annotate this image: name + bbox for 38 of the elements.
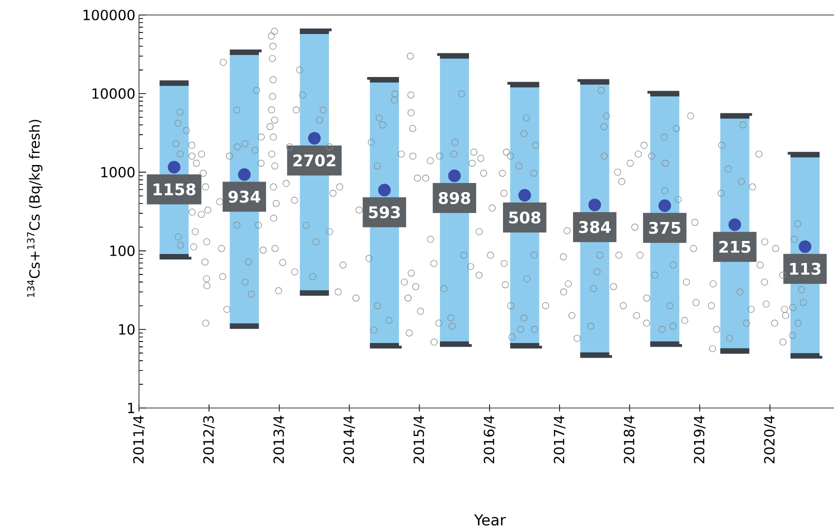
point <box>798 240 812 253</box>
x-tick-label: 2019/4 <box>694 416 706 464</box>
data-label: 215 <box>719 240 750 253</box>
y-tick-label: 10000 <box>92 88 135 99</box>
y-tick-label: 1000 <box>101 166 135 178</box>
data-label: 593 <box>368 206 400 218</box>
point <box>308 132 321 145</box>
y-tick-label: 100000 <box>84 10 135 20</box>
data-label: 2702 <box>293 154 336 167</box>
x-tick-label: 2018/4 <box>624 416 636 464</box>
point <box>168 160 180 174</box>
point <box>238 168 251 181</box>
data-label: 934 <box>228 190 260 203</box>
x-tick-label: 2013/4 <box>273 416 286 464</box>
data-label: 1158 <box>154 183 196 196</box>
point <box>658 199 672 212</box>
y-tick-label: 100 <box>110 245 135 256</box>
x-axis-title: Year <box>474 514 506 526</box>
point <box>518 189 531 202</box>
data-label: 113 <box>790 262 820 275</box>
x-tick-label: 2015/4 <box>413 416 426 464</box>
x-tick-label: 2020/4 <box>764 416 776 464</box>
x-tick-label: 2017/4 <box>554 416 566 464</box>
y-tick-label: 1 <box>128 402 134 414</box>
data-label: 384 <box>579 221 611 234</box>
point <box>728 218 742 231</box>
x-tick-label: 2011/4 <box>133 416 145 464</box>
x-tick-label: 2014/4 <box>343 416 356 464</box>
x-tick-label: 2016/4 <box>484 416 496 464</box>
point <box>588 198 602 212</box>
y-tick-label: 10 <box>119 324 135 335</box>
data-label: 375 <box>649 222 680 234</box>
y-axis-title: $^{134}$Cs+$^{137}$Cs (Bq/kg fresh) <box>27 120 42 297</box>
point <box>378 184 391 196</box>
x-tick-label: 2012/3 <box>203 416 215 464</box>
data-label: 508 <box>509 211 540 224</box>
data-label: 898 <box>438 192 470 204</box>
point <box>448 170 461 182</box>
